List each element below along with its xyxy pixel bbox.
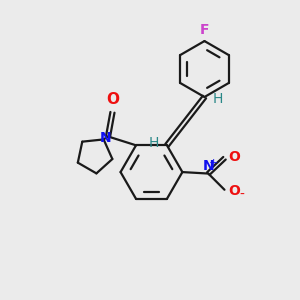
Text: O: O [228,150,240,164]
Text: H: H [213,92,223,106]
Text: N: N [99,131,111,145]
Text: F: F [200,22,209,37]
Text: N: N [202,159,214,173]
Text: O: O [106,92,119,107]
Text: -: - [239,188,244,202]
Text: +: + [209,158,218,168]
Text: H: H [148,136,159,150]
Text: O: O [228,184,240,198]
